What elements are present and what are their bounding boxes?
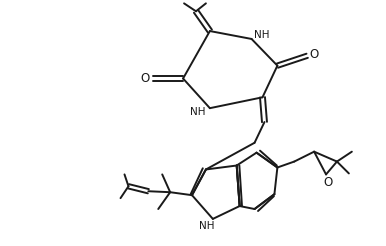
Text: NH: NH [199, 221, 215, 231]
Text: O: O [141, 72, 150, 85]
Text: O: O [310, 48, 319, 61]
Text: O: O [323, 176, 333, 189]
Text: NH: NH [190, 107, 206, 117]
Text: NH: NH [254, 30, 269, 40]
